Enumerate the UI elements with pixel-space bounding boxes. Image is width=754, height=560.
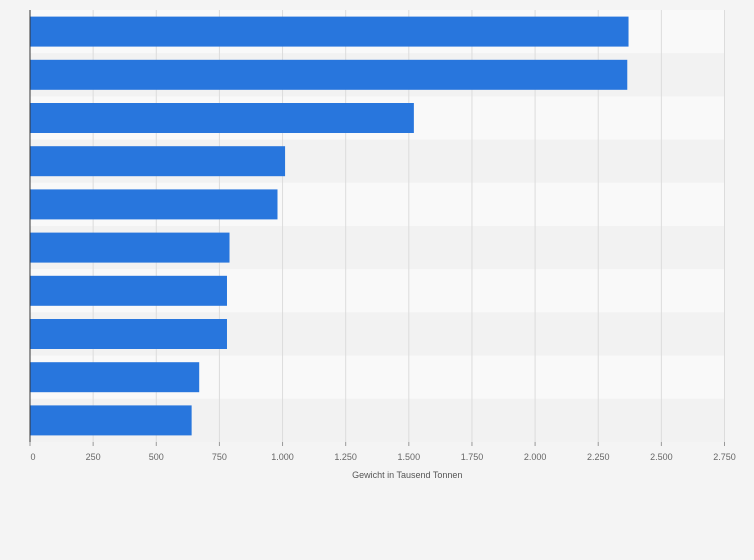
x-tick-label: 2.750	[713, 452, 736, 462]
x-tick-label: 0	[30, 452, 35, 462]
x-tick-label: 1.500	[398, 452, 421, 462]
bar[interactable]	[30, 59, 628, 90]
x-axis-title: Gewicht in Tausend Tonnen	[352, 470, 462, 480]
x-tick-label: 1.000	[271, 452, 294, 462]
bar[interactable]	[30, 232, 230, 263]
x-tick-label: 500	[149, 452, 164, 462]
bar[interactable]	[30, 275, 227, 306]
x-tick-label: 2.250	[587, 452, 610, 462]
bars	[30, 16, 629, 436]
x-axis-ticks: 0 250 500 750 1.000 1.250 1.500 1.750 2.000 2.250…	[29, 442, 736, 462]
bar[interactable]	[30, 362, 200, 393]
x-tick-label: 2.000	[524, 452, 547, 462]
x-tick-label: 750	[212, 452, 227, 462]
bar[interactable]	[30, 146, 286, 177]
x-tick-label: 1.750	[461, 452, 484, 462]
x-tick-label: 1.250	[334, 452, 357, 462]
x-tick-label: 2.500	[650, 452, 673, 462]
bar[interactable]	[30, 189, 278, 220]
bar[interactable]	[30, 405, 192, 436]
bar[interactable]	[30, 16, 629, 47]
bar[interactable]	[30, 319, 227, 349]
bar[interactable]	[30, 103, 414, 133]
x-tick-label: 250	[86, 452, 101, 462]
